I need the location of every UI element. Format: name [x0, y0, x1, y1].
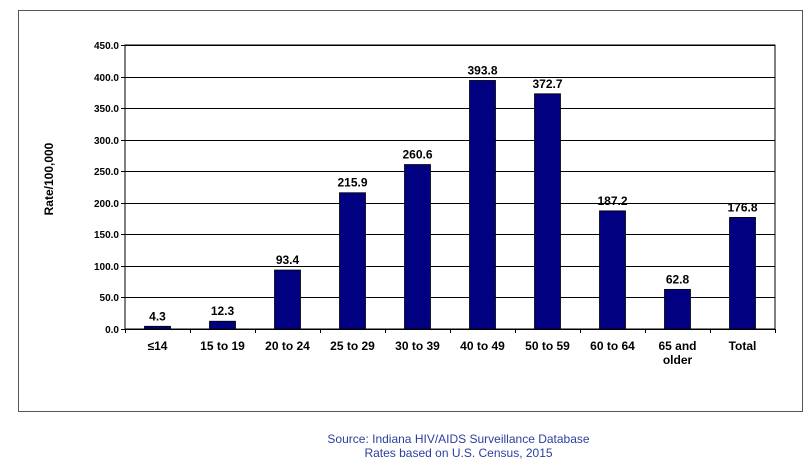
bar: [599, 210, 626, 330]
bar: [144, 325, 171, 330]
x-tick-label: 50 to 59: [525, 339, 570, 353]
data-label: 260.6: [402, 148, 432, 162]
data-label: 393.8: [467, 63, 497, 77]
x-tick-label: 20 to 24: [265, 339, 310, 353]
source-line: Source: Indiana HIV/AIDS Surveillance Da…: [327, 432, 590, 446]
bar: [404, 164, 431, 330]
y-tick-label: 350.0: [94, 104, 119, 115]
bars: [144, 80, 756, 330]
bar: [469, 80, 496, 330]
x-tick-label: Total: [729, 339, 757, 353]
source-note: Source: Indiana HIV/AIDS Surveillance Da…: [0, 432, 812, 460]
y-tick-label: 300.0: [94, 136, 119, 147]
x-tick-label: 60 to 64: [590, 339, 635, 353]
y-tick-label: 450.0: [94, 41, 119, 52]
data-label: 12.3: [211, 304, 235, 318]
y-tick-label: 100.0: [94, 262, 119, 273]
x-tick-label: 65 and: [658, 339, 696, 353]
bar: [534, 93, 561, 330]
bar: [339, 192, 366, 330]
y-tick-label: 0.0: [105, 325, 119, 336]
y-axis-title: Rate/100,000: [42, 142, 56, 215]
x-tick-label: 15 to 19: [200, 339, 245, 353]
labels: 0.0 50.0 100.0 150.0 200.0 250.0 300.0 350.0 400…: [94, 41, 758, 367]
x-tick-label: ≤14: [148, 339, 168, 353]
data-label: 187.2: [597, 194, 627, 208]
x-tick-label: 30 to 39: [395, 339, 440, 353]
bar: [664, 288, 691, 330]
gridlines: [125, 45, 775, 330]
x-tick-label: 25 to 29: [330, 339, 375, 353]
bar: [274, 269, 301, 330]
bar: [729, 217, 756, 330]
y-tick-label: 150.0: [94, 230, 119, 241]
data-label: 372.7: [532, 77, 562, 91]
chart-frame: 0.0 50.0 100.0 150.0 200.0 250.0 300.0 350.0 400…: [18, 10, 803, 412]
bar: [209, 320, 236, 330]
census-note-line: Rates based on U.S. Census, 2015: [364, 446, 553, 460]
data-label: 93.4: [276, 253, 300, 267]
axes: [121, 44, 776, 333]
data-label: 215.9: [337, 176, 367, 190]
y-tick-label: 200.0: [94, 199, 119, 210]
x-tick-label: 40 to 49: [460, 339, 505, 353]
data-label: 62.8: [666, 272, 690, 286]
y-tick-label: 50.0: [100, 293, 120, 304]
y-tick-label: 250.0: [94, 167, 119, 178]
bar-chart: 0.0 50.0 100.0 150.0 200.0 250.0 300.0 350.0 400…: [42, 41, 776, 367]
x-tick-label: older: [663, 353, 693, 367]
data-label: 176.8: [727, 200, 757, 214]
plot-area: [124, 44, 776, 330]
data-label: 4.3: [149, 309, 166, 323]
y-tick-label: 400.0: [94, 73, 119, 84]
